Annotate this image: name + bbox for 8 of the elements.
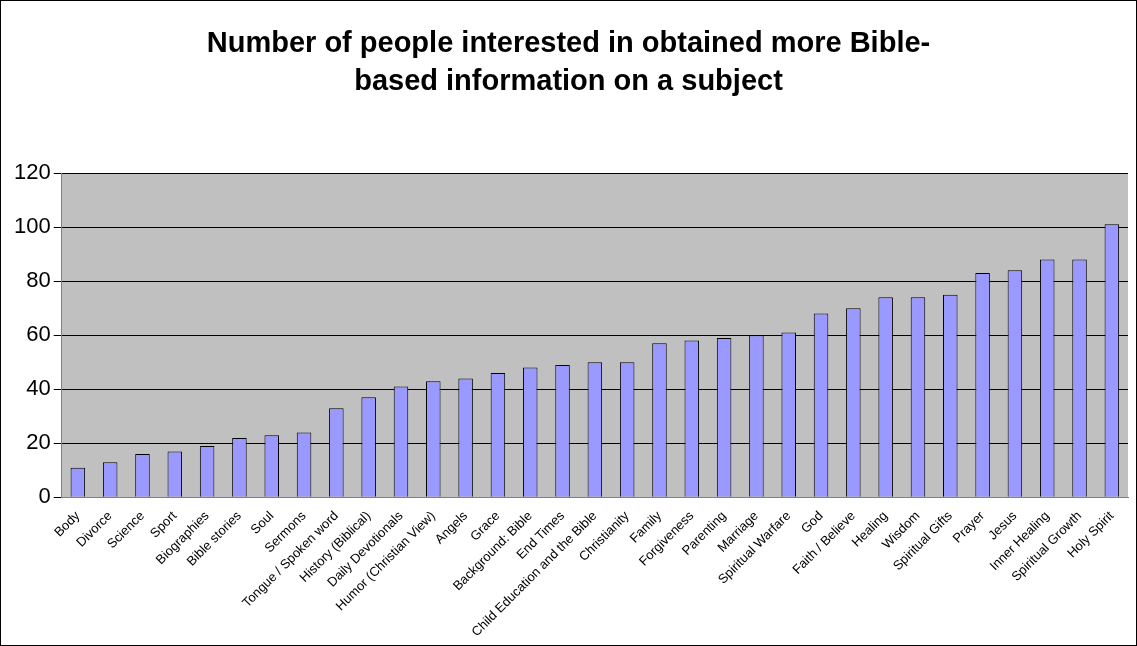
y-tick-label: 40 (26, 375, 51, 401)
y-tick-label: 20 (26, 429, 51, 455)
y-tick-label: 120 (13, 159, 51, 185)
y-tick-label: 80 (26, 267, 51, 293)
y-tick-label: 0 (38, 483, 51, 509)
y-tick-label: 100 (13, 213, 51, 239)
y-tick-label: 60 (26, 321, 51, 347)
chart-title: Number of people interested in obtained more Bible-based information on a subject (205, 25, 932, 98)
